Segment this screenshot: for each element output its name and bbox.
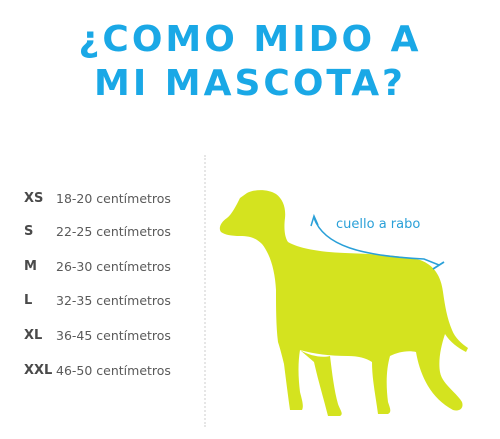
column-divider [204,155,206,427]
size-range: 32-35 centímetros [56,293,171,308]
measure-label: cuello a rabo [336,217,421,232]
size-range: 18-20 centímetros [56,191,171,206]
page-title-line-1: ¿COMO MIDO A [78,19,422,60]
size-range: 46-50 centímetros [56,363,171,378]
measure-arrow-icon [310,213,445,270]
size-code: XXL [24,363,53,378]
size-code: M [24,259,37,274]
page-title-line-2: MI MASCOTA? [94,63,406,104]
size-range: 22-25 centímetros [56,224,171,239]
size-code: XS [24,191,44,206]
dog-silhouette-icon [219,190,468,416]
size-code: S [24,224,34,239]
size-code: XL [24,328,43,343]
size-range: 36-45 centímetros [56,328,171,343]
size-range: 26-30 centímetros [56,259,171,274]
size-code: L [24,293,33,308]
